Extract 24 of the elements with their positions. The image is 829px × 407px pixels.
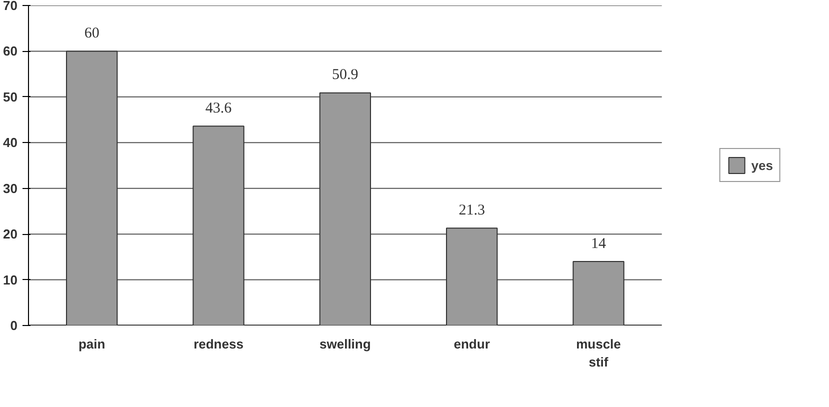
x-tick-label: swelling	[320, 336, 371, 352]
x-tick-label: endur	[454, 336, 490, 352]
y-tick-label: 70	[3, 0, 18, 13]
data-label: 60	[84, 26, 100, 42]
data-label: 43.6	[205, 100, 232, 116]
bar	[192, 126, 244, 326]
x-tick-label: pain	[78, 336, 106, 352]
data-label: 21.3	[458, 202, 485, 218]
y-tick-label: 30	[3, 180, 18, 196]
y-tick-label: 20	[3, 226, 18, 242]
y-tick-label: 50	[3, 89, 18, 104]
bar	[66, 50, 118, 326]
y-tick-label: 60	[3, 44, 18, 59]
bar	[319, 92, 371, 326]
x-tick-label: redness	[194, 336, 244, 352]
y-tick-label: 40	[3, 135, 18, 150]
legend-label: yes	[751, 158, 773, 172]
x-tick-label: muscle stif	[576, 336, 621, 370]
bar	[572, 261, 624, 326]
y-tick-label: 0	[10, 318, 18, 333]
data-label: 14	[591, 236, 606, 252]
bar	[446, 228, 498, 326]
data-label: 50.9	[332, 67, 358, 84]
y-tick-label: 10	[3, 272, 18, 288]
